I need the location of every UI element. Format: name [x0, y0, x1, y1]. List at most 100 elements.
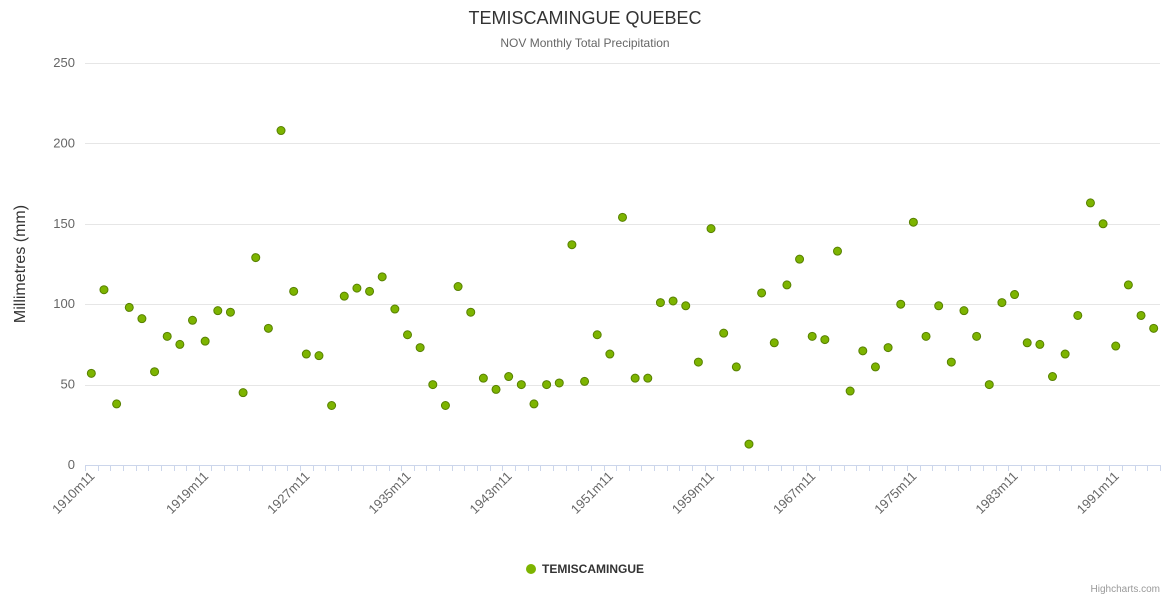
- data-point[interactable]: [339, 291, 349, 301]
- data-point[interactable]: [415, 343, 425, 353]
- data-point[interactable]: [782, 280, 792, 290]
- data-point[interactable]: [1022, 338, 1032, 348]
- data-point[interactable]: [86, 368, 96, 378]
- data-point[interactable]: [225, 307, 235, 317]
- svg-text:1959m11: 1959m11: [669, 469, 717, 517]
- data-point[interactable]: [643, 373, 653, 383]
- data-point[interactable]: [1149, 323, 1159, 333]
- data-point[interactable]: [972, 331, 982, 341]
- data-point[interactable]: [478, 373, 488, 383]
- data-point[interactable]: [453, 282, 463, 292]
- data-point[interactable]: [870, 362, 880, 372]
- data-point[interactable]: [1035, 339, 1045, 349]
- data-point[interactable]: [428, 380, 438, 390]
- svg-text:150: 150: [53, 216, 75, 231]
- data-point[interactable]: [124, 302, 134, 312]
- data-point[interactable]: [719, 328, 729, 338]
- svg-text:100: 100: [53, 296, 75, 311]
- data-point[interactable]: [175, 339, 185, 349]
- data-point[interactable]: [618, 212, 627, 222]
- data-point[interactable]: [440, 401, 450, 411]
- data-point[interactable]: [554, 378, 564, 388]
- data-point[interactable]: [744, 439, 754, 449]
- data-point[interactable]: [984, 380, 994, 390]
- highcharts-credit-link[interactable]: Highcharts.com: [1090, 584, 1160, 595]
- data-point[interactable]: [516, 380, 526, 390]
- chart-subtitle: NOV Monthly Total Precipitation: [500, 36, 670, 50]
- data-point[interactable]: [200, 336, 210, 346]
- data-point[interactable]: [934, 301, 944, 311]
- data-point[interactable]: [327, 401, 337, 411]
- data-point[interactable]: [377, 272, 387, 282]
- svg-text:1983m11: 1983m11: [972, 469, 1020, 517]
- data-point[interactable]: [681, 301, 691, 311]
- data-point[interactable]: [150, 367, 160, 377]
- data-point[interactable]: [301, 349, 311, 359]
- data-point[interactable]: [1048, 372, 1057, 382]
- data-point[interactable]: [99, 285, 109, 295]
- data-point[interactable]: [769, 338, 779, 348]
- data-point[interactable]: [997, 298, 1007, 308]
- data-point[interactable]: [504, 372, 514, 382]
- data-point[interactable]: [1098, 219, 1108, 229]
- data-point[interactable]: [655, 298, 665, 308]
- data-point[interactable]: [352, 283, 362, 293]
- data-point[interactable]: [833, 246, 842, 256]
- data-point[interactable]: [580, 376, 590, 386]
- data-point[interactable]: [365, 286, 375, 296]
- data-point[interactable]: [289, 286, 299, 296]
- data-point[interactable]: [845, 386, 855, 396]
- data-point[interactable]: [807, 331, 817, 341]
- data-point[interactable]: [946, 357, 956, 367]
- data-point[interactable]: [1136, 310, 1146, 320]
- data-point[interactable]: [112, 399, 122, 409]
- data-point[interactable]: [959, 306, 969, 316]
- data-point[interactable]: [592, 330, 602, 340]
- data-point[interactable]: [921, 331, 931, 341]
- data-point[interactable]: [137, 314, 147, 324]
- data-point[interactable]: [1073, 310, 1083, 320]
- legend-marker-icon: [526, 564, 536, 574]
- data-point[interactable]: [1111, 341, 1121, 351]
- data-point[interactable]: [731, 362, 741, 372]
- data-point[interactable]: [605, 349, 615, 359]
- data-point[interactable]: [403, 330, 412, 340]
- data-point[interactable]: [693, 357, 703, 367]
- data-point[interactable]: [883, 343, 893, 353]
- svg-text:1951m11: 1951m11: [568, 469, 616, 517]
- chart-title: TEMISCAMINGUE QUEBEC: [468, 8, 702, 28]
- data-point[interactable]: [567, 240, 577, 250]
- data-point[interactable]: [529, 399, 539, 409]
- svg-text:1943m11: 1943m11: [467, 469, 515, 517]
- data-point[interactable]: [263, 323, 273, 333]
- data-point[interactable]: [896, 299, 906, 309]
- data-point[interactable]: [1085, 198, 1095, 208]
- svg-text:250: 250: [53, 55, 75, 70]
- data-point[interactable]: [213, 306, 223, 316]
- data-point[interactable]: [162, 331, 172, 341]
- data-point[interactable]: [795, 254, 805, 264]
- data-point[interactable]: [466, 307, 476, 317]
- data-point[interactable]: [1123, 280, 1133, 290]
- svg-text:50: 50: [61, 377, 75, 392]
- data-point[interactable]: [276, 126, 286, 136]
- legend-item-temiscamingue[interactable]: TEMISCAMINGUE: [0, 562, 1170, 576]
- data-point[interactable]: [1060, 349, 1070, 359]
- data-point[interactable]: [251, 253, 261, 263]
- data-point[interactable]: [1010, 290, 1020, 300]
- data-point[interactable]: [908, 217, 918, 227]
- data-point[interactable]: [706, 224, 716, 234]
- data-point[interactable]: [858, 346, 868, 356]
- data-point[interactable]: [390, 304, 400, 314]
- data-point[interactable]: [757, 288, 767, 298]
- data-point[interactable]: [630, 373, 640, 383]
- data-point[interactable]: [238, 388, 248, 398]
- data-point[interactable]: [188, 315, 197, 325]
- data-point[interactable]: [491, 384, 501, 394]
- data-point[interactable]: [542, 380, 552, 390]
- data-point[interactable]: [314, 351, 324, 361]
- data-point[interactable]: [820, 335, 830, 345]
- data-point[interactable]: [668, 296, 678, 306]
